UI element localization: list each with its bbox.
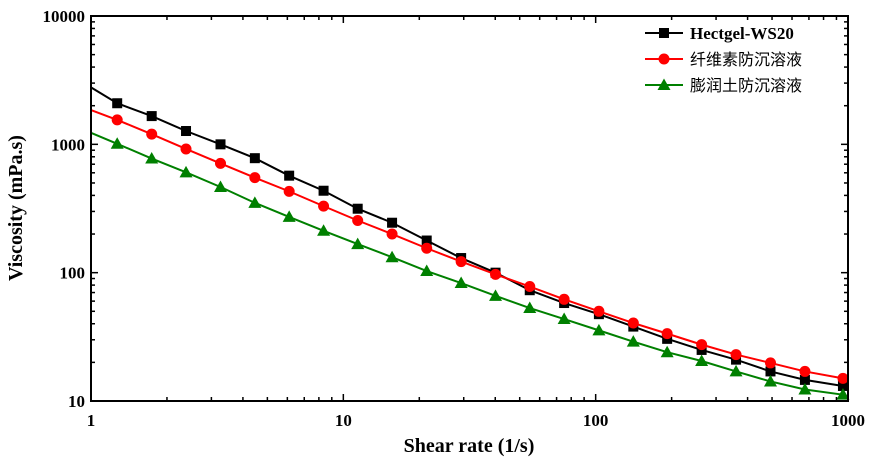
data-point bbox=[729, 364, 743, 377]
series-line bbox=[90, 109, 844, 380]
legend-marker bbox=[658, 53, 670, 65]
data-point bbox=[386, 228, 398, 240]
data-point bbox=[454, 276, 468, 289]
x-axis-label: Shear rate (1/s) bbox=[404, 435, 535, 457]
data-point bbox=[284, 170, 295, 181]
data-point bbox=[696, 339, 708, 351]
data-point bbox=[387, 217, 398, 228]
data-point bbox=[385, 250, 399, 263]
plot-area bbox=[90, 86, 850, 400]
data-point bbox=[837, 380, 848, 391]
y-tick-label: 10000 bbox=[43, 7, 86, 26]
data-point bbox=[249, 172, 261, 184]
data-point bbox=[180, 143, 192, 155]
data-point bbox=[110, 137, 124, 149]
data-point bbox=[799, 365, 811, 377]
data-point bbox=[352, 203, 363, 214]
data-point bbox=[765, 366, 776, 377]
data-point bbox=[249, 153, 260, 164]
legend-label: 膨润土防沉溶液 bbox=[690, 76, 802, 95]
data-point bbox=[215, 157, 227, 169]
data-point bbox=[523, 301, 537, 314]
data-point bbox=[146, 111, 157, 122]
data-point bbox=[455, 256, 467, 268]
data-point bbox=[626, 335, 640, 347]
x-tick-label: 1000 bbox=[831, 411, 865, 430]
data-point bbox=[318, 200, 330, 212]
data-point bbox=[179, 165, 193, 178]
data-point bbox=[146, 128, 158, 140]
data-point bbox=[283, 185, 295, 197]
data-point bbox=[112, 98, 123, 109]
data-point bbox=[490, 268, 502, 280]
x-tick-label: 100 bbox=[583, 411, 609, 430]
data-point bbox=[837, 372, 849, 384]
data-point bbox=[111, 114, 123, 126]
data-point bbox=[214, 180, 228, 193]
data-point bbox=[145, 152, 159, 164]
data-point bbox=[557, 312, 571, 325]
data-point bbox=[764, 357, 776, 369]
data-point bbox=[421, 235, 432, 246]
legend-marker bbox=[659, 28, 669, 38]
data-point bbox=[215, 139, 226, 150]
data-point bbox=[420, 264, 434, 277]
y-tick-label: 10 bbox=[68, 392, 85, 411]
series-line bbox=[90, 86, 844, 387]
data-point bbox=[592, 323, 606, 336]
data-point bbox=[421, 242, 433, 254]
data-point bbox=[627, 317, 639, 329]
legend-label: Hectgel-WS20 bbox=[690, 24, 794, 43]
data-point bbox=[282, 210, 296, 222]
data-point bbox=[763, 374, 777, 387]
data-point bbox=[798, 382, 812, 395]
series-0 bbox=[90, 86, 848, 391]
data-point bbox=[524, 281, 536, 293]
data-point bbox=[489, 289, 503, 301]
legend-marker bbox=[657, 78, 671, 90]
series-2 bbox=[90, 131, 850, 400]
data-point bbox=[593, 305, 605, 317]
data-point bbox=[248, 196, 262, 208]
data-point bbox=[695, 354, 709, 366]
plot-frame bbox=[90, 15, 849, 402]
data-point bbox=[799, 374, 810, 385]
data-point bbox=[352, 214, 364, 226]
data-point bbox=[317, 224, 331, 236]
data-point bbox=[181, 126, 192, 137]
data-point bbox=[660, 345, 674, 358]
data-point bbox=[351, 237, 365, 250]
series-1 bbox=[90, 109, 849, 384]
y-tick-label: 1000 bbox=[51, 135, 85, 154]
legend-label: 纤维素防沉溶液 bbox=[690, 50, 802, 69]
data-point bbox=[318, 185, 329, 196]
x-tick-label: 1 bbox=[87, 411, 96, 430]
x-tick-label: 10 bbox=[335, 411, 352, 430]
data-point bbox=[661, 328, 673, 340]
data-point bbox=[836, 388, 850, 400]
data-point bbox=[558, 293, 570, 305]
y-axis-label: Viscosity (mPa.s) bbox=[5, 135, 27, 281]
data-point bbox=[730, 349, 742, 361]
y-tick-label: 100 bbox=[60, 264, 86, 283]
